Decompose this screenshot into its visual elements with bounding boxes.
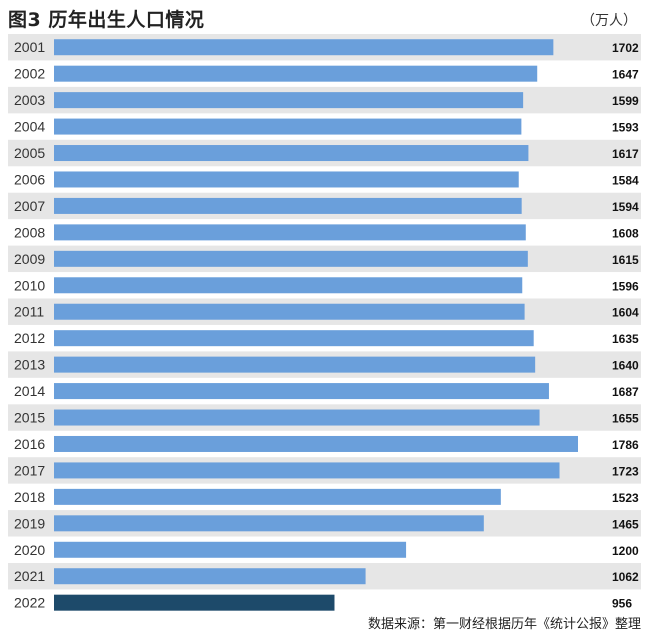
- category-label: 2003: [14, 92, 45, 108]
- value-label: 1596: [612, 279, 639, 293]
- bar-2013: [54, 356, 536, 373]
- value-label: 1523: [612, 491, 639, 505]
- bar-2018: [54, 488, 501, 505]
- value-label: 1640: [612, 359, 639, 373]
- bar-2019: [54, 515, 484, 532]
- bar-2008: [54, 224, 526, 241]
- bar-2022: [54, 594, 335, 611]
- value-label: 1786: [612, 438, 639, 452]
- value-label: 1655: [612, 412, 639, 426]
- category-label: 2020: [14, 542, 45, 558]
- category-label: 2013: [14, 357, 45, 373]
- value-label: 1617: [612, 147, 639, 161]
- category-label: 2001: [14, 39, 45, 55]
- labels: 2001 1702 2002 1647 2003 1599 2004 1593 2005 1617…: [14, 39, 639, 610]
- unit-label: （万人）: [581, 13, 637, 29]
- bar-2009: [54, 250, 528, 267]
- category-label: 2010: [14, 277, 45, 293]
- value-label: 1604: [612, 306, 639, 320]
- bar-2015: [54, 409, 540, 426]
- value-label: 1608: [612, 226, 639, 240]
- bar-2006: [54, 171, 519, 188]
- value-label: 1599: [612, 94, 639, 108]
- category-label: 2018: [14, 489, 45, 505]
- category-label: 2012: [14, 330, 45, 346]
- bar-2012: [54, 330, 534, 347]
- category-label: 2005: [14, 145, 45, 161]
- category-label: 2019: [14, 515, 45, 531]
- value-label: 1647: [612, 68, 639, 82]
- value-label: 1687: [612, 385, 639, 399]
- bar-2003: [54, 92, 524, 109]
- value-label: 1635: [612, 332, 639, 346]
- bar-2002: [54, 65, 538, 82]
- bar-2014: [54, 383, 549, 400]
- category-label: 2011: [14, 304, 44, 320]
- bar-2010: [54, 277, 523, 294]
- value-label: 1702: [612, 41, 639, 55]
- category-label: 2007: [14, 198, 45, 214]
- value-label: 1723: [612, 464, 639, 478]
- bar-2011: [54, 303, 525, 320]
- category-label: 2021: [14, 568, 45, 584]
- bar-2020: [54, 541, 407, 558]
- source-note: 数据来源：第一财经根据历年《统计公报》整理: [367, 617, 641, 632]
- category-label: 2004: [14, 119, 45, 135]
- category-label: 2022: [14, 595, 45, 611]
- value-label: 1062: [612, 570, 639, 584]
- value-label: 1465: [612, 517, 639, 531]
- bar-2016: [54, 435, 578, 452]
- value-label: 956: [612, 597, 632, 611]
- value-label: 1615: [612, 253, 639, 267]
- chart-title: 图3 历年出生人口情况: [8, 9, 205, 31]
- value-label: 1584: [612, 173, 639, 187]
- category-label: 2002: [14, 66, 45, 82]
- value-label: 1593: [612, 121, 639, 135]
- category-label: 2008: [14, 224, 45, 240]
- category-label: 2016: [14, 436, 45, 452]
- category-label: 2006: [14, 171, 45, 187]
- bar-2005: [54, 145, 529, 162]
- value-label: 1594: [612, 200, 639, 214]
- bar-2021: [54, 568, 366, 585]
- category-label: 2009: [14, 251, 45, 267]
- bar-2004: [54, 118, 522, 135]
- value-label: 1200: [612, 544, 639, 558]
- category-label: 2017: [14, 462, 45, 478]
- bar-2007: [54, 197, 522, 214]
- bars: [54, 39, 578, 611]
- category-label: 2015: [14, 410, 45, 426]
- category-label: 2014: [14, 383, 45, 399]
- bar-2017: [54, 462, 560, 479]
- bar-2001: [54, 39, 554, 56]
